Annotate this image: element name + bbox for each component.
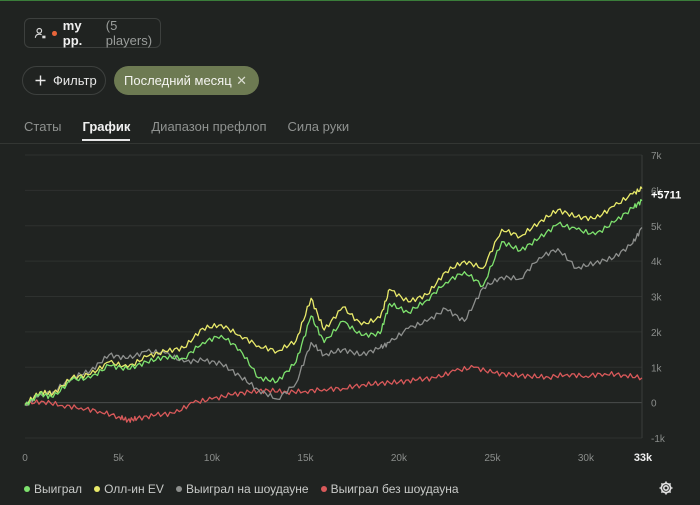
- user-icon: [34, 27, 46, 39]
- y-tick-label: 3k: [651, 293, 663, 304]
- x-tick-label: 10k: [204, 453, 221, 464]
- x-tick-label: 20k: [391, 453, 408, 464]
- x-tick-label: 15k: [297, 453, 314, 464]
- x-tick-label: 0: [22, 453, 28, 464]
- y-tick-label: 2k: [651, 328, 663, 339]
- legend-label-allin-ev: Олл-ин EV: [104, 482, 164, 496]
- window-top-accent: [0, 0, 700, 1]
- tab-hand-strength[interactable]: Сила руки: [287, 119, 350, 134]
- x-tick-label: 5k: [113, 453, 125, 464]
- x-tick-label: 30k: [578, 453, 595, 464]
- status-dot: [52, 30, 57, 36]
- series-line-3: [24, 364, 643, 423]
- tab-stats[interactable]: Статы: [24, 119, 62, 134]
- legend-item-showdown[interactable]: Выиграл на шоудауне: [175, 482, 309, 496]
- y-tick-label: 6k: [651, 186, 663, 197]
- player-selector[interactable]: my pp. (5 players): [24, 18, 161, 48]
- legend-dot-won: [24, 486, 30, 492]
- period-filter-label: Последний месяц: [124, 73, 232, 88]
- y-tick-label: 5k: [651, 222, 663, 233]
- legend-item-non-showdown[interactable]: Выиграл без шоудауна: [320, 482, 459, 496]
- series-line-0: [24, 199, 643, 406]
- legend-dot-non-showdown: [320, 486, 327, 492]
- tab-bar: Статы График Диапазон префлоп Сила руки: [24, 119, 370, 141]
- gear-icon[interactable]: [658, 480, 674, 496]
- legend-label-showdown: Выиграл на шоудауне: [185, 482, 309, 496]
- legend-label-non-showdown: Выиграл без шоудауна: [330, 482, 459, 496]
- legend-dot-showdown: [175, 486, 182, 492]
- tab-graph[interactable]: График: [82, 119, 130, 141]
- chart-canvas[interactable]: 7k 6k 5k 4k 3k 2k 1k 0 -1k 0 5k 10k 15k 20k 25k 30k 33k +…: [0, 151, 700, 477]
- y-tick-label: -1k: [651, 434, 666, 445]
- legend-item-won[interactable]: Выиграл: [24, 482, 82, 496]
- tabs-divider: [0, 143, 700, 144]
- y-tick-label: 4k: [651, 257, 663, 268]
- winnings-chart[interactable]: 7k 6k 5k 4k 3k 2k 1k 0 -1k 0 5k 10k 15k 20k 25k 30k 33k +…: [0, 151, 700, 477]
- y-tick-label: 1k: [651, 363, 663, 374]
- series-line-2: [24, 227, 643, 407]
- legend-label-won: Выиграл: [34, 482, 83, 496]
- legend-dot-allin-ev: [94, 486, 101, 492]
- filter-button-label: Фильтр: [53, 73, 97, 88]
- filter-button[interactable]: Фильтр: [22, 66, 106, 95]
- chart-legend: Выиграл Олл-ин EV Выиграл на шоудауне Вы…: [24, 482, 471, 496]
- series-line-1: [24, 186, 643, 405]
- x-max-tick-label: 33k: [634, 452, 653, 464]
- plus-icon: [35, 75, 46, 86]
- x-tick-label: 25k: [484, 453, 501, 464]
- player-count: (5 players): [105, 18, 153, 48]
- tab-preflop-range[interactable]: Диапазон префлоп: [151, 119, 267, 134]
- period-filter-chip[interactable]: Последний месяц ✕: [114, 66, 259, 95]
- player-name: my pp.: [62, 18, 83, 48]
- end-value-label: +5711: [651, 190, 681, 202]
- close-icon[interactable]: ✕: [236, 73, 247, 88]
- y-tick-label: 0: [651, 399, 657, 410]
- legend-item-allin-ev[interactable]: Олл-ин EV: [94, 482, 164, 496]
- y-tick-label: 7k: [651, 152, 663, 162]
